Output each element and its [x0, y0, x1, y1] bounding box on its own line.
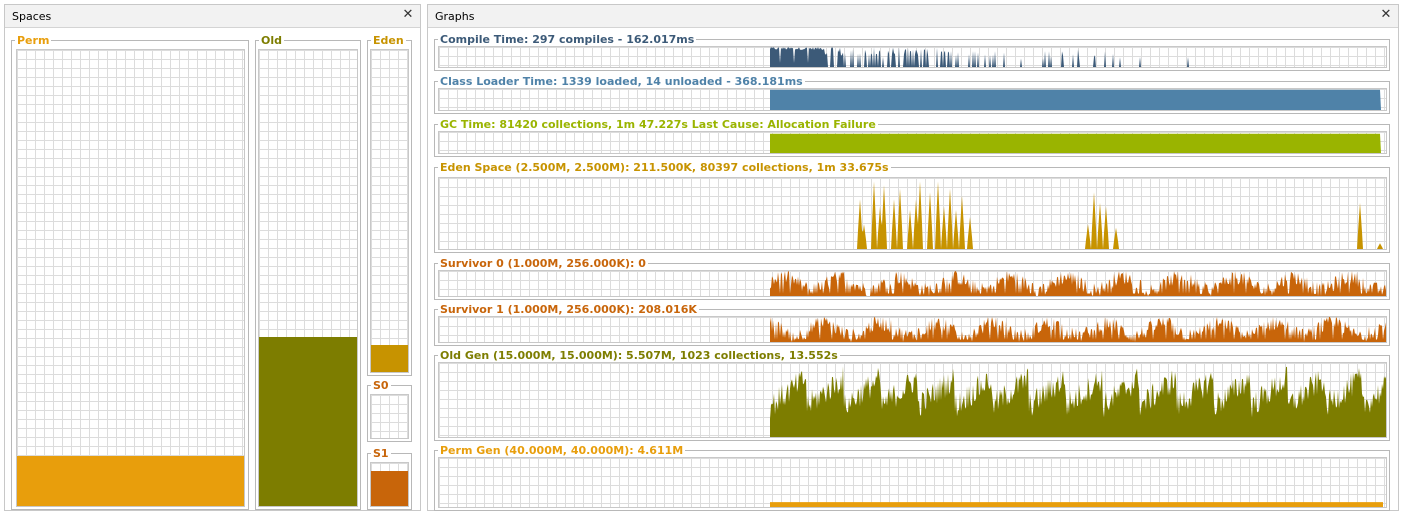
perm-space-fill — [17, 455, 244, 506]
class-loader-label: Class Loader Time: 1339 loaded, 14 unloa… — [438, 75, 805, 88]
graph-eden-series — [770, 181, 1386, 249]
graph-classloader-series — [770, 89, 1383, 110]
s1-space-label: S1 — [371, 447, 391, 460]
graph-oldgen-plot — [770, 366, 1386, 437]
survivor-0-graph: Survivor 0 (1.000M, 256.000K): 0 — [434, 257, 1390, 300]
spaces-panel-header: Spaces ✕ — [5, 5, 420, 28]
perm-gen-graph: Perm Gen (40.000M, 40.000M): 4.611M — [434, 444, 1390, 511]
old-gen-grid — [438, 362, 1387, 438]
survivor-0-grid — [438, 270, 1387, 297]
class-loader-graph: Class Loader Time: 1339 loaded, 14 unloa… — [434, 75, 1390, 114]
eden-space-fill — [371, 344, 408, 372]
graph-s0-series — [770, 271, 1386, 296]
graph-s1-plot — [770, 317, 1386, 342]
graphs-panel-header: Graphs ✕ — [428, 5, 1398, 28]
survivor-1-grid — [438, 316, 1387, 343]
eden-space-graph-label: Eden Space (2.500M, 2.500M): 211.500K, 8… — [438, 161, 891, 174]
graph-eden-plot — [770, 181, 1386, 249]
perm-gen-grid — [438, 457, 1387, 508]
perm-space-label: Perm — [15, 34, 52, 47]
compile-time-label: Compile Time: 297 compiles - 162.017ms — [438, 33, 697, 46]
close-icon[interactable]: ✕ — [1380, 7, 1392, 22]
s0-space-label: S0 — [371, 379, 391, 392]
graph-permgen-series — [770, 502, 1383, 507]
perm-gen-label: Perm Gen (40.000M, 40.000M): 4.611M — [438, 444, 686, 457]
old-gen-graph: Old Gen (15.000M, 15.000M): 5.507M, 1023… — [434, 349, 1390, 441]
eden-space-graph-grid — [438, 177, 1387, 250]
graphs-panel-title: Graphs — [435, 10, 475, 23]
graph-permgen-plot — [770, 502, 1383, 507]
eden-space-graph: Eden Space (2.500M, 2.500M): 211.500K, 8… — [434, 161, 1390, 253]
graph-classloader-plot — [770, 89, 1383, 110]
compile-time-grid — [438, 46, 1387, 68]
graph-gc-plot — [770, 133, 1383, 153]
s1-space: S1 — [367, 447, 412, 510]
old-gen-label: Old Gen (15.000M, 15.000M): 5.507M, 1023… — [438, 349, 840, 362]
close-icon[interactable]: ✕ — [402, 7, 414, 22]
survivor-0-label: Survivor 0 (1.000M, 256.000K): 0 — [438, 257, 648, 270]
graph-gc-series — [770, 133, 1383, 153]
s1-space-fill — [371, 471, 408, 506]
old-space-grid — [258, 49, 358, 507]
gc-time-grid — [438, 131, 1387, 154]
graph-oldgen-series — [770, 366, 1386, 437]
s1-space-grid — [370, 462, 409, 507]
s0-space: S0 — [367, 379, 412, 442]
gc-time-label: GC Time: 81420 collections, 1m 47.227s L… — [438, 118, 878, 131]
perm-space-grid — [16, 49, 245, 507]
graphs-panel: Graphs ✕ Compile Time: 297 compiles - 16… — [427, 4, 1399, 511]
eden-space-label: Eden — [371, 34, 406, 47]
graph-compile-plot — [770, 47, 1386, 67]
class-loader-grid — [438, 88, 1387, 111]
old-space-label: Old — [259, 34, 284, 47]
spaces-panel: Spaces ✕ Perm Old Eden S0 S1 — [4, 4, 421, 511]
eden-space-grid — [370, 49, 409, 373]
compile-time-graph: Compile Time: 297 compiles - 162.017ms — [434, 33, 1390, 71]
survivor-1-label: Survivor 1 (1.000M, 256.000K): 208.016K — [438, 303, 699, 316]
graph-s1-series — [770, 317, 1386, 342]
graph-s0-plot — [770, 271, 1386, 296]
old-space: Old — [255, 34, 361, 510]
spaces-panel-title: Spaces — [12, 10, 52, 23]
graph-compile-series — [770, 47, 1386, 67]
eden-space: Eden — [367, 34, 412, 376]
gc-time-graph: GC Time: 81420 collections, 1m 47.227s L… — [434, 118, 1390, 157]
s0-space-grid — [370, 394, 409, 439]
survivor-1-graph: Survivor 1 (1.000M, 256.000K): 208.016K — [434, 303, 1390, 346]
perm-space: Perm — [11, 34, 249, 510]
old-space-fill — [259, 337, 357, 506]
